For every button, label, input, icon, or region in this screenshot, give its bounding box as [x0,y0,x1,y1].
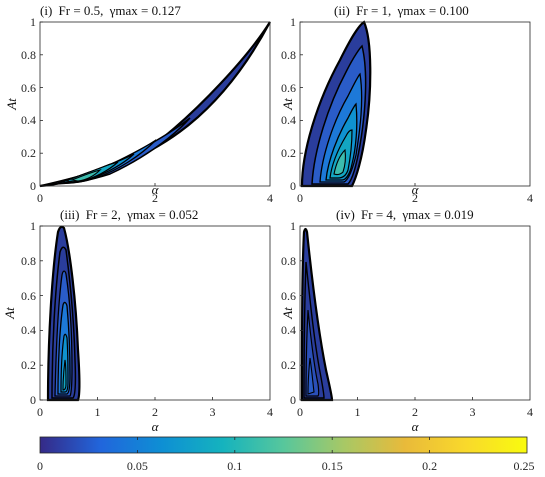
panel-ii-xlabel: α [412,182,420,197]
ytick-label: 0.6 [281,81,296,95]
panel-iii-ylabel: At [2,307,17,320]
colorbar-tick-label: 0.2 [422,459,437,473]
xtick-label: 1 [95,405,101,419]
panel-iv-xticks: 0 1 2 3 4 [297,397,533,419]
panel-i-axes [39,21,271,187]
panel-iv-yticks: 0 0.2 0.4 0.6 0.8 1 [281,219,303,407]
panel-iii-yticks: 0 0.2 0.4 0.6 0.8 1 [21,219,43,407]
ytick-label: 0.4 [21,323,36,337]
ytick-label: 0.8 [281,48,296,62]
panel-ii-contours [300,20,372,188]
panel-iii-contours [46,225,81,402]
panel-iv-axes [299,225,531,401]
panel-ii-title: (ii) Fr = 1, γmax = 0.100 [334,3,469,18]
ytick-label: 0 [30,393,36,407]
panel-ii-yticks: 0 0.2 0.4 0.6 0.8 1 [281,15,303,193]
contour-level-3 [57,139,157,184]
ytick-label: 0.2 [21,358,36,372]
xtick-label: 2 [152,191,158,205]
panel-ii-xticks: 0 2 4 [297,183,533,205]
xtick-label: 4 [267,191,273,205]
ytick-label: 0.6 [21,81,36,95]
xtick-label: 1 [355,405,361,419]
ytick-label: 0 [290,393,296,407]
colorbar-tick-label: 0.25 [514,459,535,473]
panel-iii-title: (iii) Fr = 2, γmax = 0.052 [60,207,198,222]
xtick-label: 0 [37,191,43,205]
xtick-label: 0 [297,191,303,205]
xtick-label: 2 [412,405,418,419]
panel-i-contours [39,21,271,188]
colorbar: 0 0.05 0.1 0.15 0.2 0.25 [37,436,535,473]
ytick-label: 1 [290,15,296,29]
contour-peak [307,357,315,395]
ytick-label: 0.6 [21,289,36,303]
ytick-label: 0 [290,179,296,193]
xtick-label: 0 [37,405,43,419]
panel-i-yticks: 0 0.2 0.4 0.6 0.8 1 [21,15,43,193]
ytick-label: 0.2 [281,358,296,372]
panel-iv-ylabel: At [280,307,295,320]
panel-ii: (ii) Fr = 1, γmax = 0.100 0 0.2 0.4 0.6 … [280,3,533,205]
ytick-label: 0.4 [281,113,296,127]
ytick-label: 0.8 [21,48,36,62]
ytick-label: 1 [290,219,296,233]
contour-peak [62,359,67,391]
colorbar-gradient [39,436,528,454]
xtick-label: 0 [297,405,303,419]
ytick-label: 1 [30,219,36,233]
colorbar-ticks: 0 0.05 0.1 0.15 0.2 0.25 [37,437,535,473]
panel-i-xticks: 0 2 4 [37,183,273,205]
colorbar-tick-label: 0.1 [227,459,242,473]
contour-level-2 [49,117,191,185]
xtick-label: 4 [527,405,533,419]
contour-level-1 [39,21,271,188]
ytick-label: 0.4 [281,323,296,337]
panel-iii-xticks: 0 1 2 3 4 [37,397,273,419]
ytick-label: 0 [30,179,36,193]
panel-iii: (iii) Fr = 2, γmax = 0.052 0 0.2 0.4 0.6… [2,207,273,434]
ytick-label: 0.6 [281,289,296,303]
ytick-label: 1 [30,15,36,29]
xtick-label: 3 [210,405,216,419]
xtick-label: 4 [527,191,533,205]
panel-iii-xlabel: α [152,419,160,434]
colorbar-tick-label: 0.15 [322,459,343,473]
ytick-label: 0.8 [21,254,36,268]
panel-i-title: (i) Fr = 0.5, γmax = 0.127 [40,3,181,18]
panel-iv-title: (iv) Fr = 4, γmax = 0.019 [336,207,474,222]
panel-iv: (iv) Fr = 4, γmax = 0.019 0 0.2 0.4 0.6 … [280,207,533,434]
xtick-label: 3 [470,405,476,419]
xtick-label: 4 [267,405,273,419]
ytick-label: 0.8 [281,254,296,268]
panel-iv-xlabel: α [412,419,420,434]
contour-peak [333,148,346,176]
contour-peak [69,168,102,182]
colorbar-tick-label: 0.05 [127,459,148,473]
ytick-label: 0.2 [21,146,36,160]
panel-iv-contours [300,227,334,402]
panel-i-ylabel: At [4,98,19,111]
ytick-label: 0.4 [21,113,36,127]
ytick-label: 0.2 [281,146,296,160]
panel-i: (i) Fr = 0.5, γmax = 0.127 0 0.2 0.4 0.6… [4,3,273,205]
colorbar-tick-label: 0 [37,459,43,473]
xtick-label: 2 [152,405,158,419]
panel-i-xlabel: α [152,182,160,197]
panel-ii-ylabel: At [280,98,295,111]
xtick-label: 2 [412,191,418,205]
